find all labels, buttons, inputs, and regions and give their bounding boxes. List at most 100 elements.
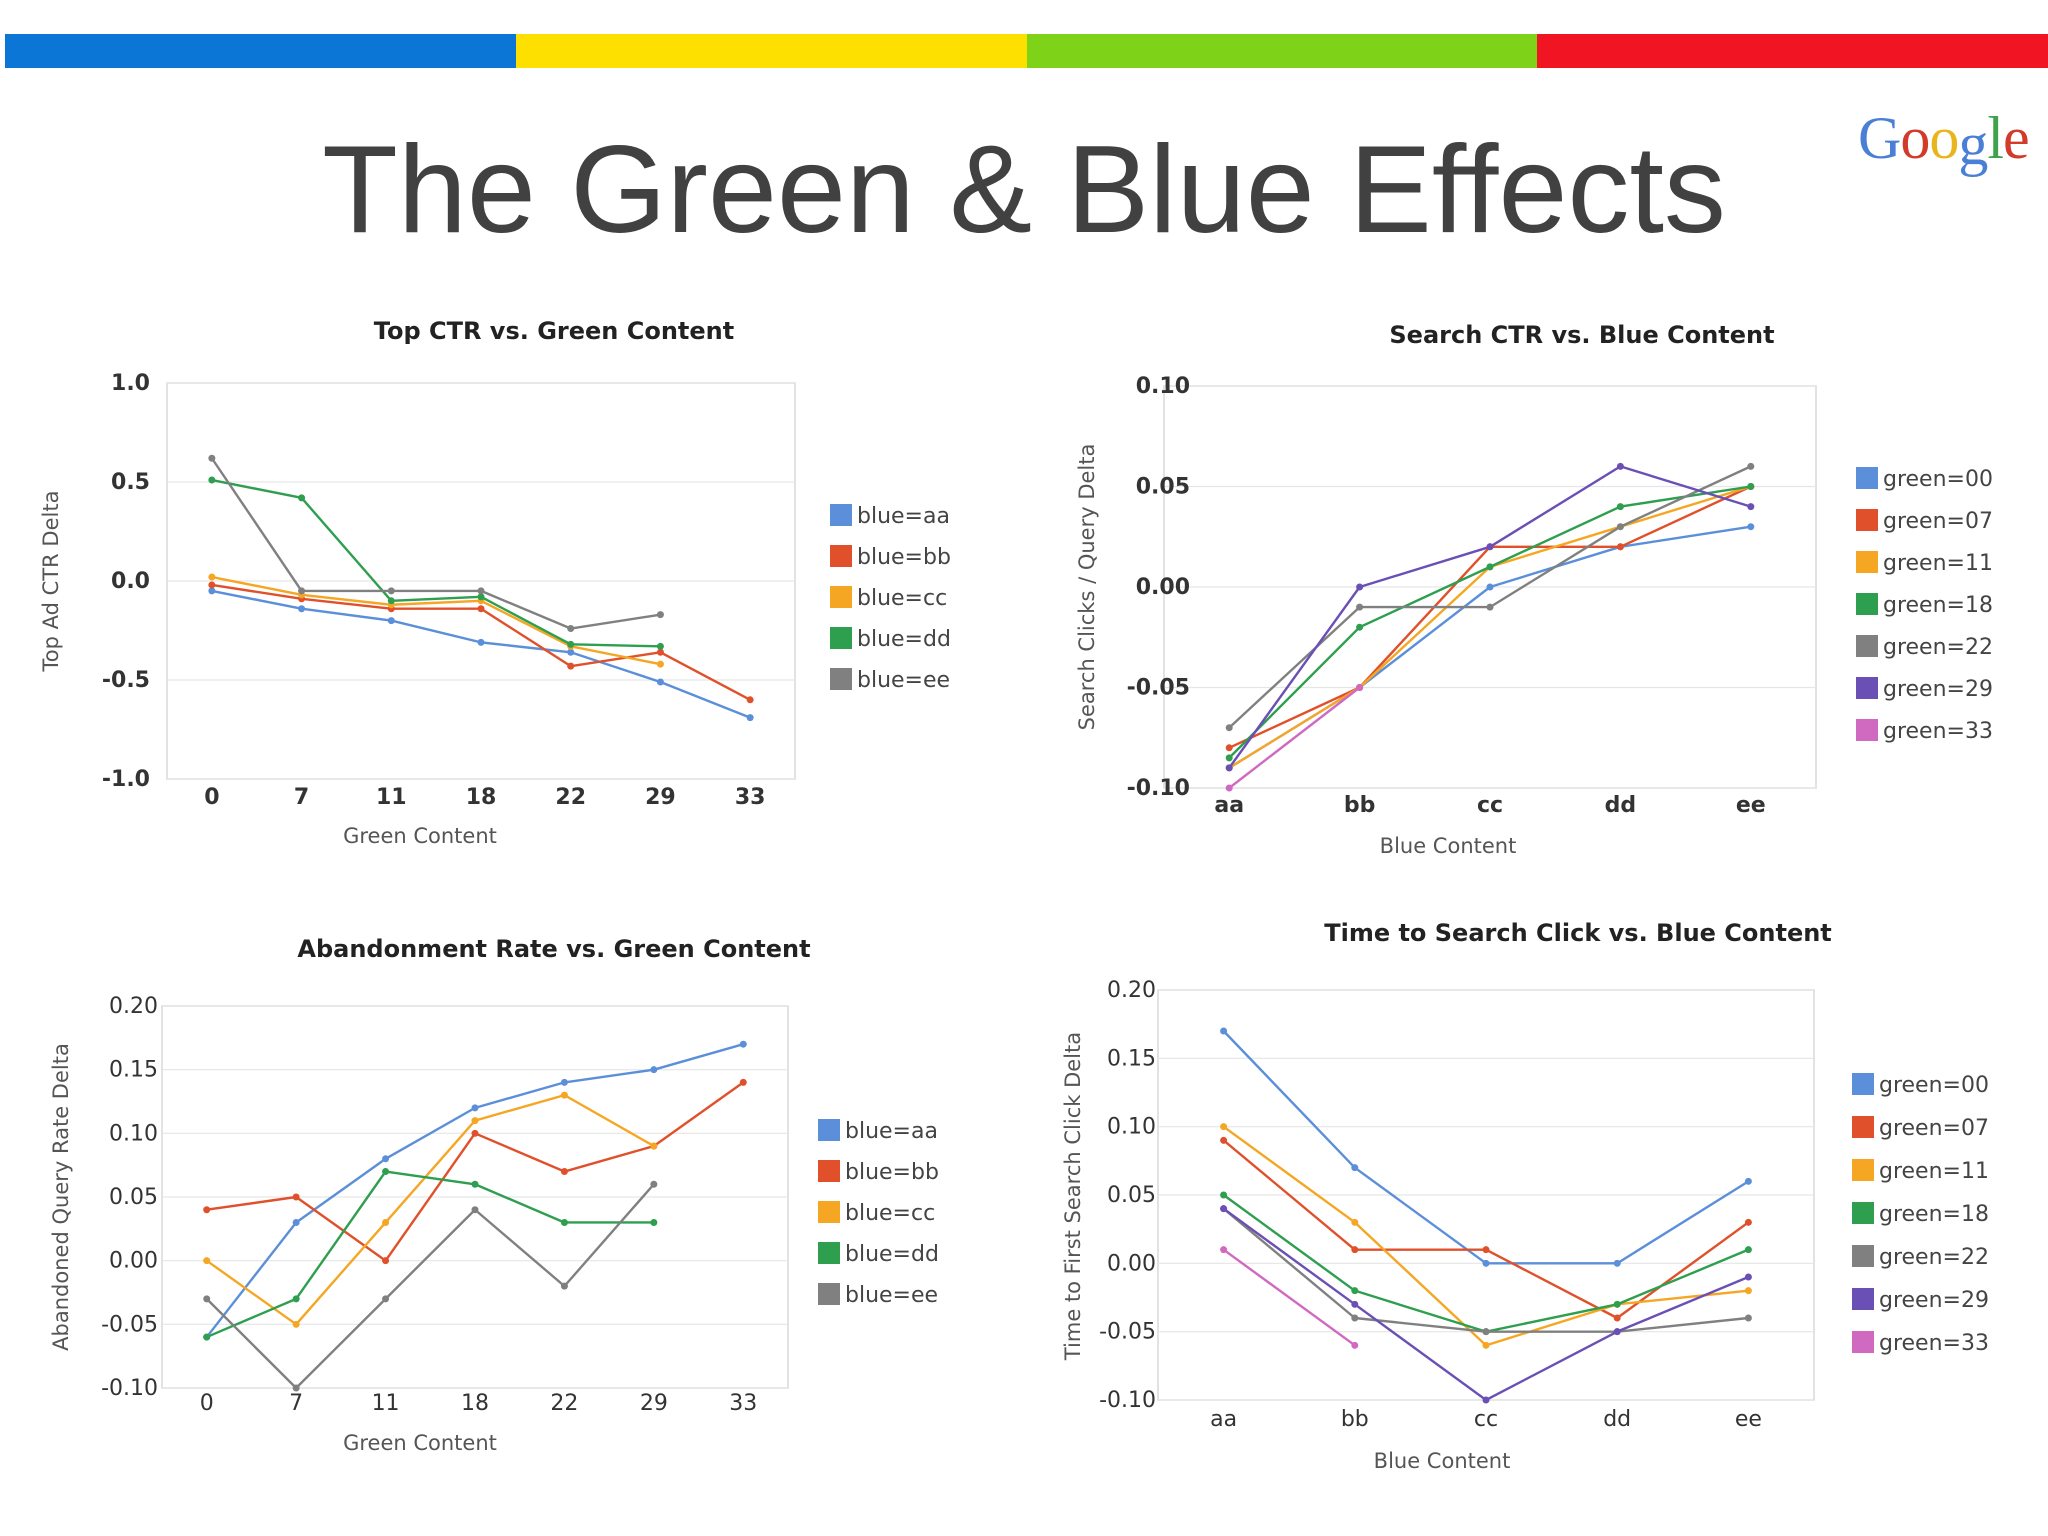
series-line xyxy=(1228,686,1361,789)
data-point xyxy=(1220,1027,1228,1035)
legend-swatch xyxy=(1852,1116,1874,1138)
y-axis-label: Time to First Search Click Delta xyxy=(1061,1032,1085,1361)
data-point xyxy=(1356,583,1364,591)
x-tick-label: 33 xyxy=(729,1391,757,1416)
legend-swatch xyxy=(830,627,852,649)
x-tick-label: 7 xyxy=(294,785,309,810)
data-point xyxy=(746,714,754,722)
data-point xyxy=(471,1129,479,1137)
chart-title: Search CTR vs. Blue Content xyxy=(1389,321,1774,349)
data-point xyxy=(298,494,306,502)
legend-label: green=33 xyxy=(1883,719,1993,744)
legend-label: blue=bb xyxy=(845,1160,939,1185)
legend-swatch xyxy=(830,545,852,567)
series-line xyxy=(1222,1248,1356,1347)
data-point xyxy=(1220,1136,1228,1144)
data-point xyxy=(1486,543,1494,551)
data-point xyxy=(650,1142,658,1150)
series-line xyxy=(1228,485,1751,759)
legend-label: blue=ee xyxy=(845,1283,938,1308)
data-point xyxy=(387,587,395,595)
legend-swatch xyxy=(1856,719,1878,741)
data-point xyxy=(560,1218,568,1226)
top-color-bar xyxy=(5,34,2048,68)
legend-swatch xyxy=(1856,551,1878,573)
y-tick-label: -1.0 xyxy=(102,767,150,792)
series-line xyxy=(211,589,751,719)
series-line xyxy=(206,1170,654,1339)
data-point xyxy=(387,605,395,613)
y-axis-label: Abandoned Query Rate Delta xyxy=(49,1043,73,1351)
legend-label: green=11 xyxy=(1883,551,1993,576)
legend-swatch xyxy=(818,1201,840,1223)
data-point xyxy=(567,642,575,650)
data-point xyxy=(1225,764,1233,772)
data-point xyxy=(746,696,754,704)
data-point xyxy=(203,1295,211,1303)
data-point xyxy=(203,1257,211,1265)
data-point xyxy=(1747,462,1755,470)
series-line xyxy=(1222,1194,1749,1333)
data-point xyxy=(1225,724,1233,732)
y-tick-label: 0.10 xyxy=(109,1121,158,1146)
data-point xyxy=(477,593,485,601)
series-line xyxy=(206,1081,744,1262)
series-line xyxy=(1222,1207,1749,1333)
series-line xyxy=(1228,465,1752,729)
x-tick-label: cc xyxy=(1477,793,1503,818)
chart-title: Time to Search Click vs. Blue Content xyxy=(1324,919,1832,947)
data-point xyxy=(1482,1328,1490,1336)
x-tick-label: bb xyxy=(1341,1407,1369,1432)
series-line xyxy=(1222,1125,1749,1347)
data-point xyxy=(203,1206,211,1214)
data-point xyxy=(1616,503,1624,511)
data-point xyxy=(1225,754,1233,762)
data-point xyxy=(1482,1246,1490,1254)
data-point xyxy=(1744,1218,1752,1226)
legend-label: green=22 xyxy=(1883,635,1993,660)
data-point xyxy=(208,573,216,581)
x-tick-label: 22 xyxy=(555,785,586,810)
data-point xyxy=(298,587,306,595)
legend-swatch xyxy=(1852,1331,1874,1353)
data-point xyxy=(477,605,485,613)
data-point xyxy=(387,601,395,609)
logo-letter: g xyxy=(1958,111,1988,177)
series-line xyxy=(1228,485,1752,769)
data-point xyxy=(1613,1300,1621,1308)
data-point xyxy=(1220,1191,1228,1199)
y-tick-label: -0.10 xyxy=(1127,776,1190,801)
data-point xyxy=(1616,543,1624,551)
data-point xyxy=(387,597,395,605)
y-tick-label: 0.0 xyxy=(111,569,150,594)
data-point xyxy=(567,648,575,656)
data-point xyxy=(208,581,216,589)
data-point xyxy=(298,605,306,613)
data-point xyxy=(567,640,575,648)
data-point xyxy=(1356,684,1364,691)
legend-swatch xyxy=(830,668,852,690)
top-bar-green xyxy=(1026,34,1538,68)
data-point xyxy=(560,1282,568,1290)
legend-label: blue=dd xyxy=(857,627,951,652)
y-tick-label: 0.15 xyxy=(109,1058,158,1083)
data-point xyxy=(656,642,664,650)
x-tick-label: 29 xyxy=(645,785,676,810)
data-point xyxy=(1356,684,1364,691)
data-point xyxy=(1225,764,1233,772)
y-tick-label: 0.05 xyxy=(1136,475,1190,500)
data-point xyxy=(1356,623,1364,631)
legend-label: blue=cc xyxy=(857,586,947,611)
data-point xyxy=(1486,603,1494,611)
legend-label: blue=ee xyxy=(857,668,950,693)
data-point xyxy=(1747,503,1755,511)
plot-area xyxy=(1163,385,1817,789)
legend-swatch xyxy=(830,586,852,608)
data-point xyxy=(203,1333,211,1341)
data-point xyxy=(1747,483,1755,490)
data-point xyxy=(650,1142,658,1150)
data-point xyxy=(1744,1177,1752,1185)
data-point xyxy=(1747,483,1755,490)
data-point xyxy=(1482,1259,1490,1267)
logo-letter: e xyxy=(2003,105,2030,171)
